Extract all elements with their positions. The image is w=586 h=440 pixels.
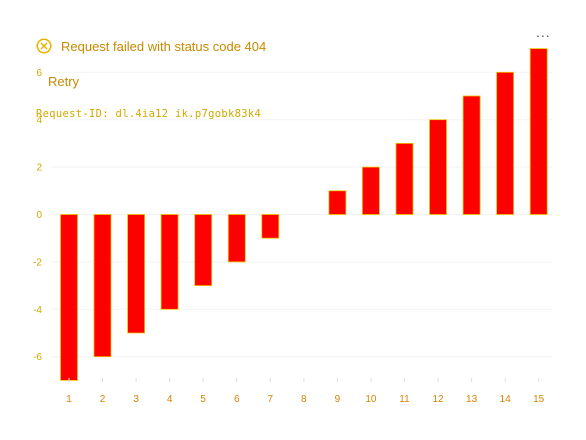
close-circle-icon xyxy=(36,38,52,54)
x-tick-label: 10 xyxy=(365,394,377,405)
y-tick-label: -4 xyxy=(33,305,42,316)
bar-5 xyxy=(194,214,213,286)
y-tick-label: 0 xyxy=(36,210,42,221)
x-tick-label: 11 xyxy=(399,394,410,405)
x-tick-label: 2 xyxy=(100,394,106,405)
bar-11 xyxy=(395,142,414,215)
y-axis-ticks: -6 -4 -2 0 2 4 6 xyxy=(33,68,42,363)
y-tick-label: 4 xyxy=(36,115,42,126)
bar-4 xyxy=(160,214,179,310)
bar-3 xyxy=(127,214,145,334)
x-tick-label: 13 xyxy=(466,394,478,405)
x-axis-ticks: 1 2 3 4 5 6 7 8 9 10 11 12 13 14 15 xyxy=(66,378,545,405)
y-tick-label: -2 xyxy=(33,257,42,268)
bar-12 xyxy=(429,119,447,215)
x-tick-label: 1 xyxy=(66,394,72,405)
bar-2 xyxy=(93,214,112,358)
x-tick-label: 14 xyxy=(500,394,512,405)
y-tick-label: 6 xyxy=(36,68,42,79)
bar-9 xyxy=(328,190,347,215)
bar-14 xyxy=(496,71,515,215)
x-tick-label: 7 xyxy=(268,394,274,405)
error-panel: Request failed with status code 404 Retr… xyxy=(36,36,266,120)
x-tick-label: 15 xyxy=(533,394,545,405)
bar-1 xyxy=(60,214,78,381)
bar-13 xyxy=(462,95,481,215)
bar-10 xyxy=(361,166,380,215)
x-tick-label: 6 xyxy=(234,394,240,405)
y-tick-label: -6 xyxy=(33,352,42,363)
x-tick-label: 5 xyxy=(200,394,206,405)
bar-layer xyxy=(60,48,548,381)
x-tick-label: 3 xyxy=(133,394,139,405)
bar-6 xyxy=(227,214,246,263)
y-tick-label: 2 xyxy=(36,163,42,174)
retry-button[interactable]: Retry xyxy=(48,74,80,89)
x-tick-label: 12 xyxy=(432,394,444,405)
x-tick-label: 8 xyxy=(301,394,307,405)
error-header: Request failed with status code 404 xyxy=(36,36,266,56)
x-tick-label: 9 xyxy=(335,394,341,405)
x-tick-label: 4 xyxy=(167,394,173,405)
error-message: Request failed with status code 404 xyxy=(61,38,267,54)
request-id: Request-ID: dl.4ia12 ik.p7gobk83k4 xyxy=(36,108,262,120)
bar-15 xyxy=(529,48,548,215)
bar-7 xyxy=(261,214,280,239)
more-menu-button[interactable]: ... xyxy=(536,24,551,40)
